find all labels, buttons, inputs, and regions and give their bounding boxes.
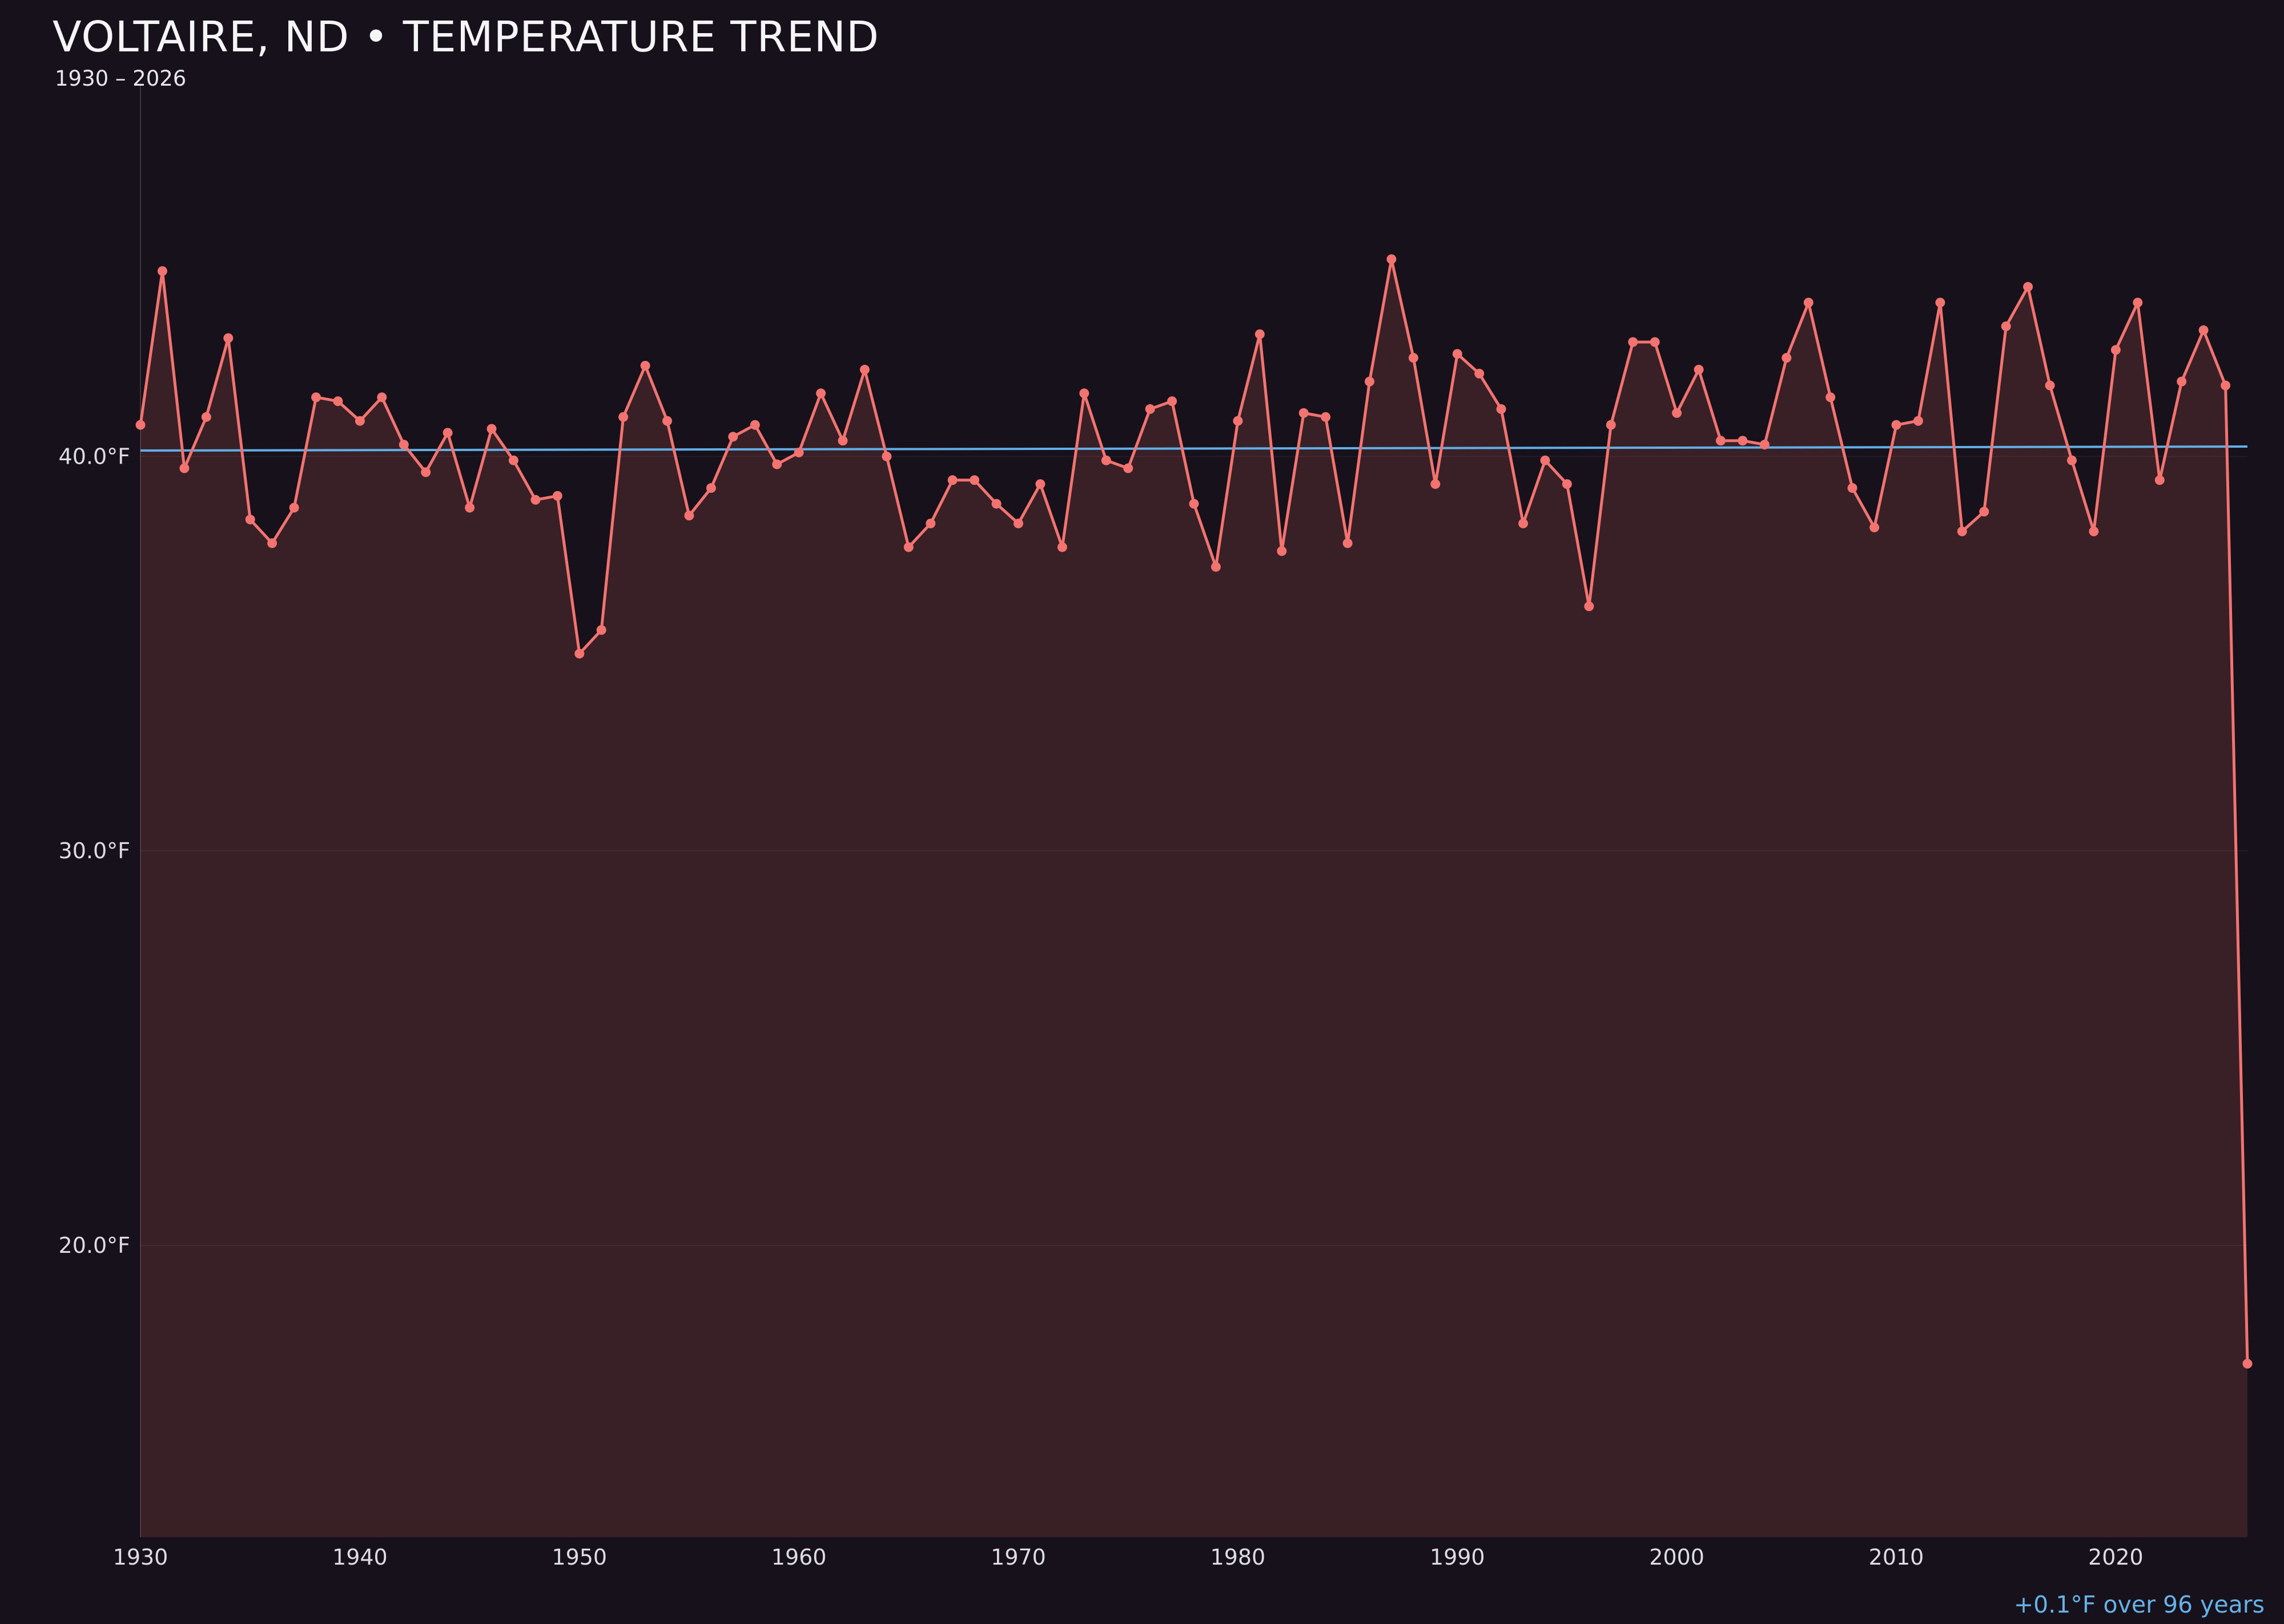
x-tick-label: 2020 (2088, 1545, 2144, 1570)
y-axis-tick-labels: 40.0°F 30.0°F 20.0°F (59, 444, 130, 1258)
x-tick-label: 1990 (1430, 1545, 1485, 1570)
x-tick-label: 1980 (1211, 1545, 1266, 1570)
chart-subtitle: 1930 – 2026 (55, 66, 187, 91)
y-tick-label: 30.0°F (59, 838, 130, 863)
y-tick-label: 20.0°F (59, 1233, 130, 1258)
area-fill (140, 259, 2247, 1538)
y-tick-label: 40.0°F (59, 444, 130, 469)
x-tick-label: 1960 (771, 1545, 827, 1570)
chart-header: VOLTAIRE, ND • TEMPERATURE TREND 1930 – … (53, 13, 879, 91)
x-tick-label: 1940 (332, 1545, 388, 1570)
data-point-dots (135, 254, 2253, 1369)
x-tick-label: 1950 (552, 1545, 607, 1570)
x-tick-label: 2010 (1869, 1545, 1924, 1570)
x-tick-label: 2000 (1649, 1545, 1704, 1570)
gridlines (140, 456, 2247, 1246)
chart-title: VOLTAIRE, ND • TEMPERATURE TREND (53, 13, 880, 62)
x-tick-label: 1970 (991, 1545, 1046, 1570)
trend-annotation: +0.1°F over 96 years (2013, 1591, 2265, 1618)
x-axis-tick-labels: 1930 1940 1950 1960 1970 1980 1990 2000 2010 2020 (113, 1545, 2144, 1570)
x-tick-label: 1930 (113, 1545, 168, 1570)
trend-line (140, 445, 2248, 452)
